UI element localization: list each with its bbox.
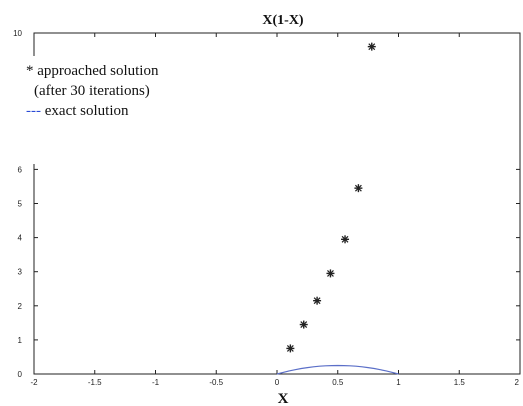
x-tick-label: 0 xyxy=(275,378,280,387)
x-tick-label: 1 xyxy=(396,378,401,387)
y-tick-label: 10 xyxy=(13,29,22,38)
legend-approached-label: * approached solution xyxy=(26,63,159,79)
legend: * approached solution (after 30 iteratio… xyxy=(20,56,220,164)
x-tick-label: -1 xyxy=(152,378,160,387)
x-tick-label: 0.5 xyxy=(332,378,344,387)
y-tick-label: 1 xyxy=(18,336,23,345)
exact-solution-line xyxy=(276,364,399,375)
approached-point xyxy=(354,184,363,193)
x-ticks: -2 -1.5 -1 -0.5 0 0.5 1 1.5 2 xyxy=(30,33,521,387)
approached-point xyxy=(326,269,335,278)
approached-point xyxy=(341,235,350,244)
y-tick-label: 4 xyxy=(18,234,23,243)
legend-exact-label: exact solution xyxy=(44,103,129,119)
x-axis-label: X xyxy=(278,391,289,406)
y-tick-label: 5 xyxy=(18,200,23,209)
y-tick-label: 6 xyxy=(18,165,23,174)
x-tick-label: -0.5 xyxy=(209,378,223,387)
approached-point xyxy=(313,296,322,305)
x-tick-label: 2 xyxy=(515,378,520,387)
x-tick-label: -1.5 xyxy=(88,378,102,387)
approached-point xyxy=(286,344,295,353)
y-ticks: 0 1 2 3 4 5 6 10 xyxy=(13,29,520,379)
approached-point xyxy=(299,320,308,329)
chart-title: X(1-X) xyxy=(262,13,304,28)
x-tick-label: -2 xyxy=(30,378,38,387)
series-layer xyxy=(276,42,399,375)
y-tick-label: 0 xyxy=(18,370,23,379)
legend-iterations-label: (after 30 iterations) xyxy=(34,83,150,99)
x-tick-label: 1.5 xyxy=(454,378,466,387)
y-tick-label: 3 xyxy=(18,268,23,277)
approached-point xyxy=(367,42,376,51)
legend-exact-entry: --- exact solution xyxy=(26,102,128,120)
legend-dash-icon: --- xyxy=(26,103,41,119)
y-tick-label: 2 xyxy=(18,302,23,311)
